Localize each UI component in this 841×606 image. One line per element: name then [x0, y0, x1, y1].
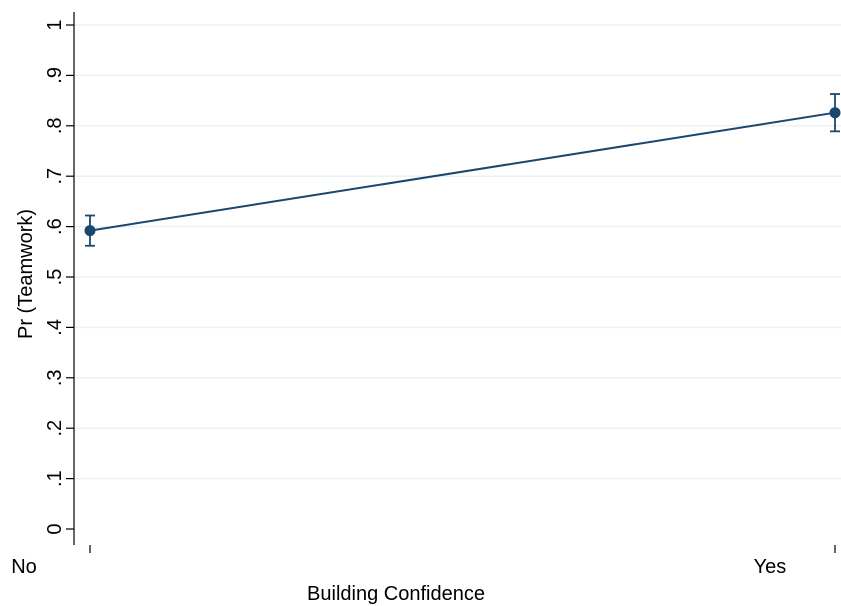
- y-tick-label: .5: [44, 269, 66, 286]
- y-tick-label: .7: [44, 168, 66, 185]
- series-line: [89, 111, 836, 232]
- data-points: [84, 107, 841, 237]
- y-tick-label: 0: [44, 523, 66, 534]
- y-tick-label: 1: [44, 19, 66, 30]
- data-point: [829, 107, 841, 119]
- y-tick-label: .9: [44, 67, 66, 84]
- x-axis-title: Building Confidence: [307, 583, 485, 605]
- y-tick-label: .6: [44, 218, 66, 235]
- x-tick-label: No: [11, 556, 37, 578]
- axes: [73, 12, 75, 545]
- y-tick-label: .3: [44, 369, 66, 386]
- x-tick-label: Yes: [754, 556, 787, 578]
- series-line-path: [89, 111, 836, 232]
- y-tick-label: .2: [44, 420, 66, 437]
- y-tick-label: .4: [44, 319, 66, 336]
- y-ticks: 0 .1 .2 .3 .4 .5 .6 .7 .8 .9 1: [44, 19, 74, 535]
- y-axis-title: Pr (Teamwork): [15, 209, 37, 339]
- x-ticks: No Yes: [11, 545, 836, 578]
- y-tick-label: .1: [44, 470, 66, 487]
- y-tick-label: .8: [44, 117, 66, 134]
- data-point: [84, 225, 96, 237]
- gridlines: [74, 24, 841, 480]
- confidence-intervals: [85, 93, 840, 247]
